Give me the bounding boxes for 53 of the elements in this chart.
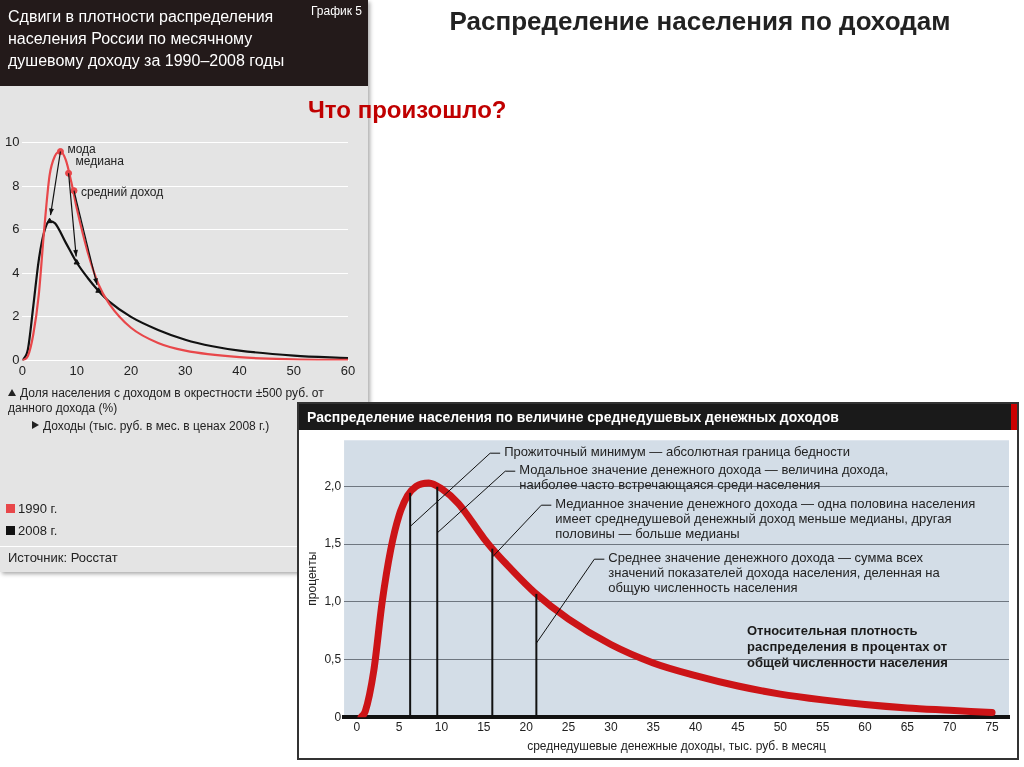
- y-tick-label: 0: [12, 351, 20, 367]
- legend-label: 2008 г.: [18, 523, 58, 538]
- text: Источник: Росстат: [8, 550, 118, 565]
- y-tick-label: 6: [12, 221, 20, 237]
- x-tick-label: 40: [232, 362, 247, 378]
- ref-line-label: Модальное значение денежного дохода — величина дохода, наиболее часто встречающаяся среди населения: [519, 462, 889, 493]
- y-tick-label: 8: [12, 177, 20, 193]
- x-tick-label: 65: [900, 719, 915, 734]
- x-tick-label: 75: [985, 719, 1000, 734]
- y-tick-label: 4: [12, 264, 20, 280]
- y-tick-label: 0: [334, 709, 342, 724]
- x-tick-label: 40: [688, 719, 703, 734]
- x-tick-label: 55: [815, 719, 830, 734]
- ref-line-label: Прожиточный минимум — абсолютная граница бедности: [504, 444, 851, 460]
- point: [95, 287, 102, 293]
- y-tick-label: 2,0: [324, 478, 342, 493]
- chart-title: Сдвиги в плотности распределения населения России по месячному душевому доходу за 1990–2008 годы: [8, 7, 286, 71]
- y-tick-label: 0,5: [324, 651, 342, 666]
- y-tick-label: 1,5: [324, 536, 342, 551]
- x-tick-label: 20: [519, 719, 534, 734]
- y-tick-label: 1,0: [324, 594, 342, 609]
- x-tick-label: 50: [773, 719, 788, 734]
- x-tick-label: 20: [123, 362, 139, 378]
- x-tick-label: 30: [604, 719, 618, 734]
- y-tick-label: 10: [4, 134, 20, 150]
- y-tick-label: 2: [12, 308, 20, 324]
- annotation: мода: [67, 141, 97, 156]
- x-tick-label: 25: [561, 719, 576, 734]
- x-tick-label: 0: [353, 719, 361, 734]
- x-tick-label: 60: [858, 719, 872, 734]
- x-tick-label: 30: [178, 362, 193, 378]
- x-tick-label: 50: [286, 362, 301, 378]
- x-tick-label: 10: [69, 362, 84, 378]
- annotation: средний доход: [81, 184, 164, 199]
- ref-line-label: Медианное значение денежного дохода — одна половина населения имеет среднедушевой денежный доход меньше медианы, другая половины — больше медианы: [555, 496, 976, 542]
- x-tick-label: 10: [434, 719, 449, 734]
- ref-line-label: Среднее значение денежного дохода — сумма всех значений показателей дохода населения, деленная на общую численность населения: [608, 550, 941, 596]
- y-axis-title: проценты: [304, 551, 319, 606]
- legend-label: 1990 г.: [18, 501, 58, 516]
- x-axis-title: Доходы (тыс. руб. в мес. в ценах 2008 г.): [43, 419, 270, 433]
- text: Что произошло?: [308, 96, 507, 124]
- text: Распределение населения по доходам: [448, 5, 952, 38]
- x-tick-label: 15: [477, 719, 491, 734]
- x-axis-title: среднедушевые денежные доходы, тыс. руб. в месяц: [527, 739, 827, 754]
- point: [46, 217, 53, 224]
- point: [73, 258, 80, 265]
- x-tick-label: 5: [395, 719, 403, 734]
- x-tick-label: 35: [646, 719, 661, 734]
- annotation: Относительная плотность распределения в процентах от общей численности населения: [747, 623, 948, 671]
- chart-subtitle: График 5: [310, 4, 362, 18]
- x-tick-label: 60: [340, 362, 356, 378]
- x-tick-label: 45: [731, 719, 745, 734]
- x-tick-label: 70: [943, 719, 957, 734]
